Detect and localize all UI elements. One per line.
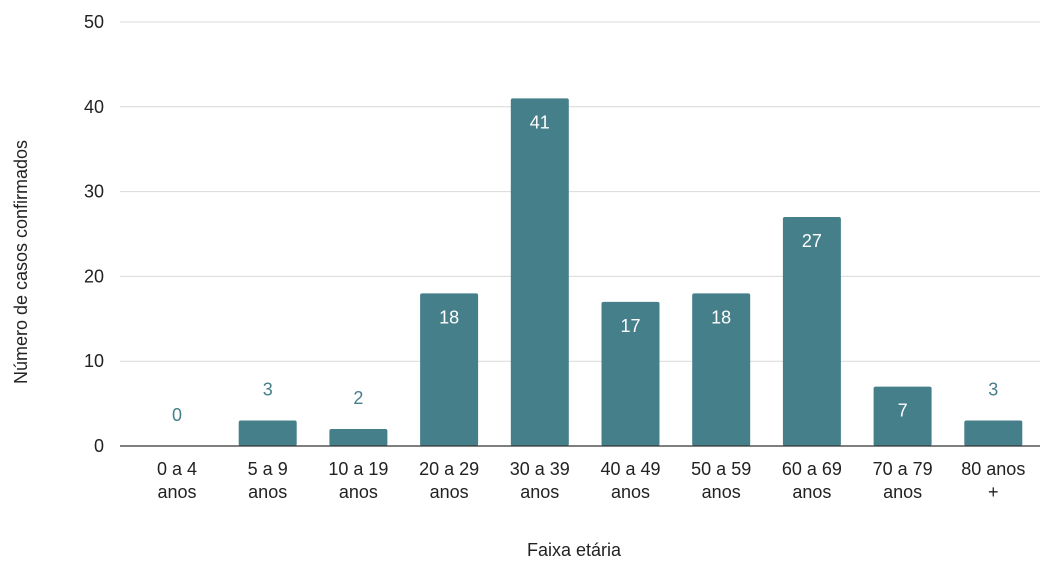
data-label: 7 [898, 401, 908, 421]
x-tick-label: 70 a 79 anos [873, 459, 933, 502]
x-tick-label-line: anos [430, 482, 469, 502]
x-tick-label: 50 a 59 anos [691, 459, 751, 502]
y-tick-label: 20 [84, 266, 104, 286]
x-axis-title: Faixa etária [527, 540, 622, 560]
x-tick-label: 10 a 19 anos [328, 459, 388, 502]
bar [420, 293, 479, 446]
x-tick-label-line: 30 a 39 [510, 459, 570, 479]
bar [782, 217, 841, 446]
x-tick-label-line: + [988, 482, 999, 502]
x-tick-label-line: 40 a 49 [600, 459, 660, 479]
bar [238, 420, 297, 446]
data-label: 27 [802, 231, 822, 251]
bar [873, 386, 932, 446]
data-label: 18 [439, 307, 459, 327]
x-tick-label: 40 a 49 anos [600, 459, 660, 502]
data-label: 2 [353, 388, 363, 408]
x-tick-label-line: anos [520, 482, 559, 502]
x-tick-label-line: anos [792, 482, 831, 502]
x-tick-label-line: anos [248, 482, 287, 502]
x-tick-label-line: 5 a 9 [248, 459, 288, 479]
x-tick-label-line: 60 a 69 [782, 459, 842, 479]
y-axis-ticks: 0 10 20 30 40 50 [84, 12, 104, 456]
data-label: 3 [988, 380, 998, 400]
data-label: 17 [620, 316, 640, 336]
x-tick-label-line: anos [611, 482, 650, 502]
bar [692, 293, 751, 446]
bar [964, 420, 1023, 446]
y-tick-label: 10 [84, 351, 104, 371]
x-tick-label: 60 a 69 anos [782, 459, 842, 502]
data-label: 41 [530, 112, 550, 132]
gridlines [120, 21, 1040, 362]
x-tick-label-line: 20 a 29 [419, 459, 479, 479]
x-tick-label-line: anos [157, 482, 196, 502]
bars [238, 98, 1023, 446]
x-tick-label-line: 10 a 19 [328, 459, 388, 479]
y-tick-label: 0 [94, 436, 104, 456]
data-label: 18 [711, 307, 731, 327]
y-tick-label: 40 [84, 97, 104, 117]
x-tick-label-line: anos [702, 482, 741, 502]
x-tick-label-line: 70 a 79 [873, 459, 933, 479]
data-labels: 0 3 2 18 41 17 18 27 7 3 [172, 112, 998, 425]
x-tick-label-line: 80 anos [961, 459, 1025, 479]
x-tick-label-line: anos [339, 482, 378, 502]
y-axis-title: Número de casos confirmados [11, 140, 31, 384]
data-label: 0 [172, 405, 182, 425]
bar [329, 429, 388, 446]
x-tick-label: 0 a 4 anos [157, 459, 197, 502]
x-tick-label: 20 a 29 anos [419, 459, 479, 502]
x-tick-label-line: anos [883, 482, 922, 502]
x-axis-ticks: 0 a 4 anos 5 a 9 anos 10 a 19 anos 20 a 29 anos… [157, 459, 1025, 502]
bar [601, 301, 660, 446]
x-tick-label-line: 0 a 4 [157, 459, 197, 479]
bar [510, 98, 569, 446]
data-label: 3 [263, 380, 273, 400]
x-tick-label: 30 a 39 anos [510, 459, 570, 502]
y-tick-label: 50 [84, 12, 104, 32]
y-tick-label: 30 [84, 182, 104, 202]
x-tick-label: 80 anos + [961, 459, 1025, 502]
x-tick-label: 5 a 9 anos [248, 459, 288, 502]
x-tick-label-line: 50 a 59 [691, 459, 751, 479]
